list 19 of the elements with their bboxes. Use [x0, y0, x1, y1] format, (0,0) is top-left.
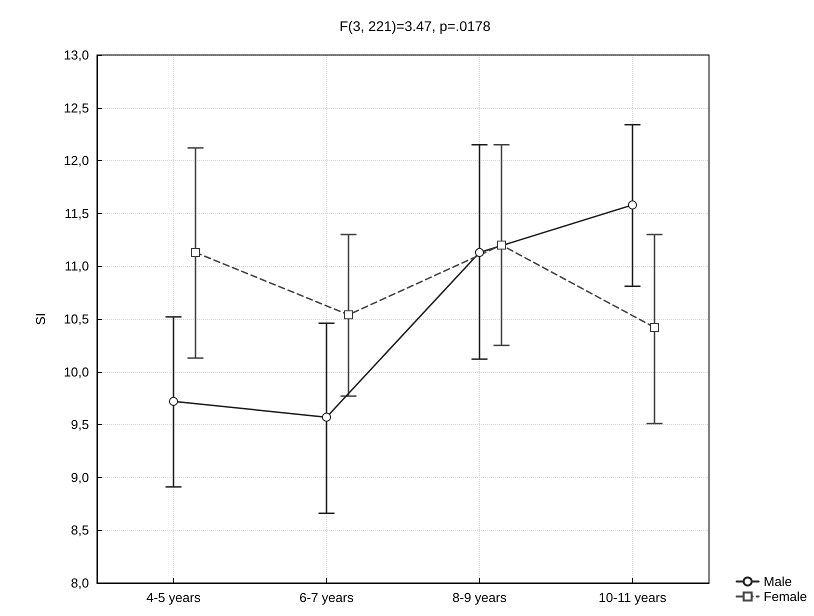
y-tick-label: 10,0 [64, 364, 89, 380]
y-tick-label: 12,0 [64, 153, 89, 168]
y-tick-label: 11,5 [64, 206, 89, 221]
y-tick-label: 9,0 [70, 470, 89, 485]
x-tick-label: 4-5 years [146, 590, 202, 605]
chart-title: F(3, 221)=3.47, p=.0178 [340, 18, 491, 34]
x-tick-label: 8-9 years [452, 590, 508, 605]
y-axis-title: SI [33, 312, 48, 326]
legend-label: Female [764, 589, 808, 604]
legend-label: Male [764, 574, 792, 589]
y-tick-label: 8,5 [70, 522, 89, 538]
y-tick-label: 10,5 [64, 312, 89, 326]
y-tick-label: 11,0 [64, 258, 89, 274]
y-tick-label: 13,0 [64, 48, 89, 62]
y-tick-label: 12,5 [64, 100, 89, 116]
x-tick-label: 10-11 years [598, 590, 667, 605]
x-tick-label: 6-7 years [299, 590, 354, 605]
y-tick-label: 9,5 [70, 417, 89, 432]
y-tick-label: 8,0 [70, 576, 89, 590]
